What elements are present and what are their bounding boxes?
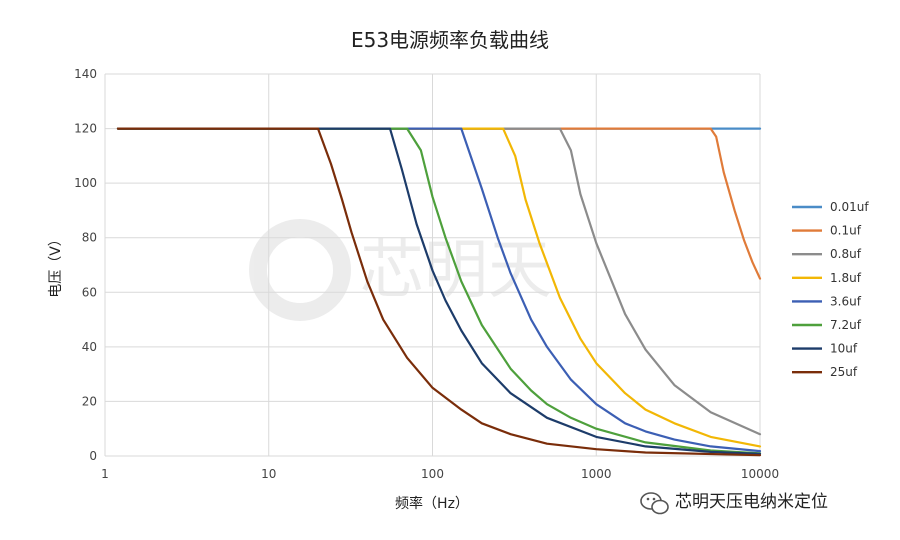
legend: 0.01uf 0.1uf 0.8uf 1.8uf 3.6uf 7.2uf 10uf 25uf bbox=[792, 200, 869, 379]
series-line-7.2uf bbox=[116, 127, 762, 455]
y-axis-title: 电压（V） bbox=[48, 232, 64, 298]
legend-item-0.8uf: 0.8uf bbox=[792, 247, 862, 261]
legend-label: 10uf bbox=[830, 342, 858, 356]
series-line-3.6uf bbox=[116, 127, 762, 453]
x-axis-title: 频率（Hz） bbox=[395, 495, 469, 512]
legend-item-25uf: 25uf bbox=[792, 365, 858, 379]
y-tick-label: 0 bbox=[89, 449, 97, 463]
y-tick-label: 40 bbox=[82, 340, 97, 354]
legend-item-7.2uf: 7.2uf bbox=[792, 318, 862, 332]
legend-label: 0.1uf bbox=[830, 224, 862, 238]
x-tick-label: 10000 bbox=[741, 467, 779, 481]
chart-title: E53电源频率负载曲线 bbox=[351, 28, 549, 52]
y-axis-ticks: 0 20 40 60 80 100 120 140 bbox=[74, 67, 97, 463]
legend-item-10uf: 10uf bbox=[792, 342, 858, 356]
series-line-10uf bbox=[116, 127, 762, 455]
brand-watermark-text: 芯明天压电纳米定位 bbox=[675, 492, 828, 512]
x-tick-label: 10 bbox=[261, 467, 276, 481]
legend-item-3.6uf: 3.6uf bbox=[792, 294, 862, 308]
legend-item-0.01uf: 0.01uf bbox=[792, 200, 869, 214]
grid bbox=[104, 73, 761, 457]
y-tick-label: 80 bbox=[82, 231, 97, 245]
wechat-icon bbox=[640, 492, 669, 515]
legend-label: 7.2uf bbox=[830, 318, 862, 332]
series-line-0.1uf bbox=[116, 127, 762, 280]
legend-label: 25uf bbox=[830, 365, 858, 379]
y-tick-label: 100 bbox=[74, 176, 97, 190]
y-tick-label: 20 bbox=[82, 394, 97, 408]
series-line-1.8uf bbox=[116, 127, 762, 448]
legend-item-0.1uf: 0.1uf bbox=[792, 224, 862, 238]
y-tick-label: 60 bbox=[82, 285, 97, 299]
x-tick-label: 1 bbox=[101, 467, 109, 481]
series-line-0.8uf bbox=[116, 127, 762, 436]
legend-label: 3.6uf bbox=[830, 294, 862, 308]
legend-label: 0.01uf bbox=[830, 200, 869, 214]
background-logo-watermark: 芯明天 bbox=[249, 219, 552, 321]
x-tick-label: 100 bbox=[421, 467, 444, 481]
y-tick-label: 120 bbox=[74, 122, 97, 136]
y-tick-label: 140 bbox=[74, 67, 97, 81]
x-tick-label: 1000 bbox=[581, 467, 612, 481]
series-line-25uf bbox=[116, 127, 762, 457]
legend-label: 1.8uf bbox=[830, 271, 862, 285]
background-logo-text: 芯明天 bbox=[360, 234, 552, 308]
legend-label: 0.8uf bbox=[830, 247, 862, 261]
brand-watermark: 芯明天压电纳米定位 bbox=[640, 492, 828, 515]
series-lines bbox=[116, 127, 762, 457]
x-axis-ticks: 1 10 100 1000 10000 bbox=[101, 467, 779, 481]
legend-item-1.8uf: 1.8uf bbox=[792, 271, 862, 285]
